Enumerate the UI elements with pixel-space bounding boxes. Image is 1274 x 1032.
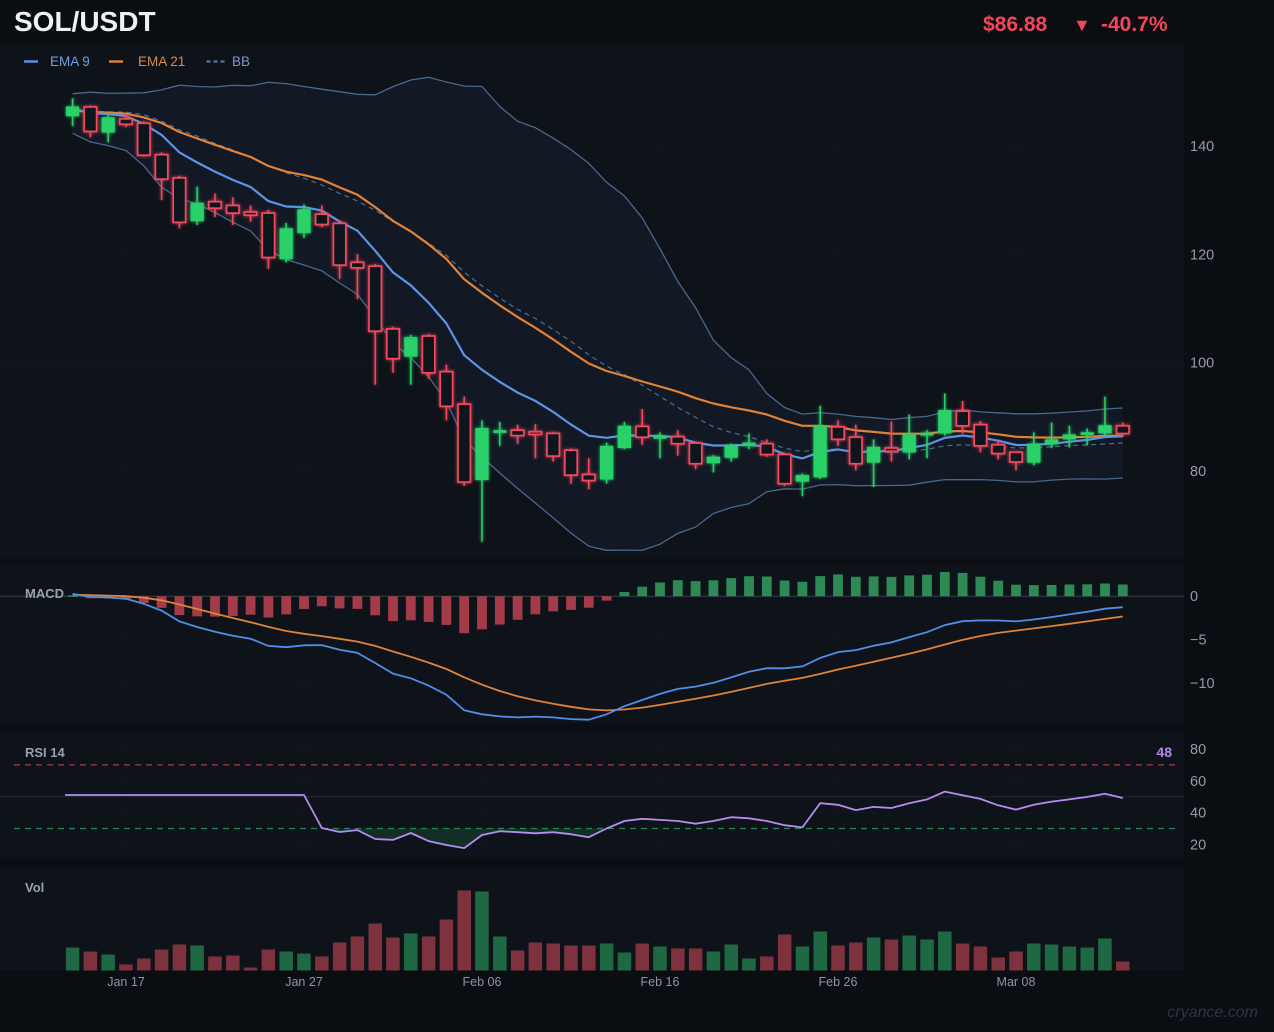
svg-text:−5: −5	[1190, 633, 1207, 649]
svg-text:−10: −10	[1190, 676, 1215, 692]
svg-text:EMA 9: EMA 9	[50, 54, 90, 69]
svg-text:140: 140	[1190, 139, 1214, 155]
svg-text:RSI 14: RSI 14	[25, 745, 66, 760]
svg-text:Jan 17: Jan 17	[107, 975, 145, 989]
svg-text:EMA 21: EMA 21	[138, 54, 185, 69]
svg-text:$86.88: $86.88	[983, 13, 1048, 36]
svg-text:MACD: MACD	[25, 586, 64, 601]
svg-text:SOL/USDT: SOL/USDT	[14, 6, 156, 37]
svg-text:80: 80	[1190, 742, 1206, 758]
svg-text:40: 40	[1190, 806, 1206, 822]
svg-text:Vol: Vol	[25, 880, 44, 895]
svg-text:BB: BB	[232, 54, 250, 69]
svg-text:60: 60	[1190, 774, 1206, 790]
svg-text:Mar 08: Mar 08	[997, 975, 1036, 989]
svg-text:cryance.com: cryance.com	[1167, 1004, 1258, 1021]
svg-text:Feb 26: Feb 26	[819, 975, 858, 989]
svg-text:-40.7%: -40.7%	[1101, 13, 1168, 36]
svg-text:48: 48	[1156, 744, 1172, 760]
svg-text:100: 100	[1190, 356, 1214, 372]
svg-text:120: 120	[1190, 247, 1214, 263]
svg-text:20: 20	[1190, 837, 1206, 853]
svg-text:▼: ▼	[1073, 15, 1091, 35]
svg-text:Feb 06: Feb 06	[463, 975, 502, 989]
svg-text:80: 80	[1190, 464, 1206, 480]
svg-text:Jan 27: Jan 27	[285, 975, 323, 989]
svg-text:Feb 16: Feb 16	[641, 975, 680, 989]
svg-text:0: 0	[1190, 589, 1198, 605]
